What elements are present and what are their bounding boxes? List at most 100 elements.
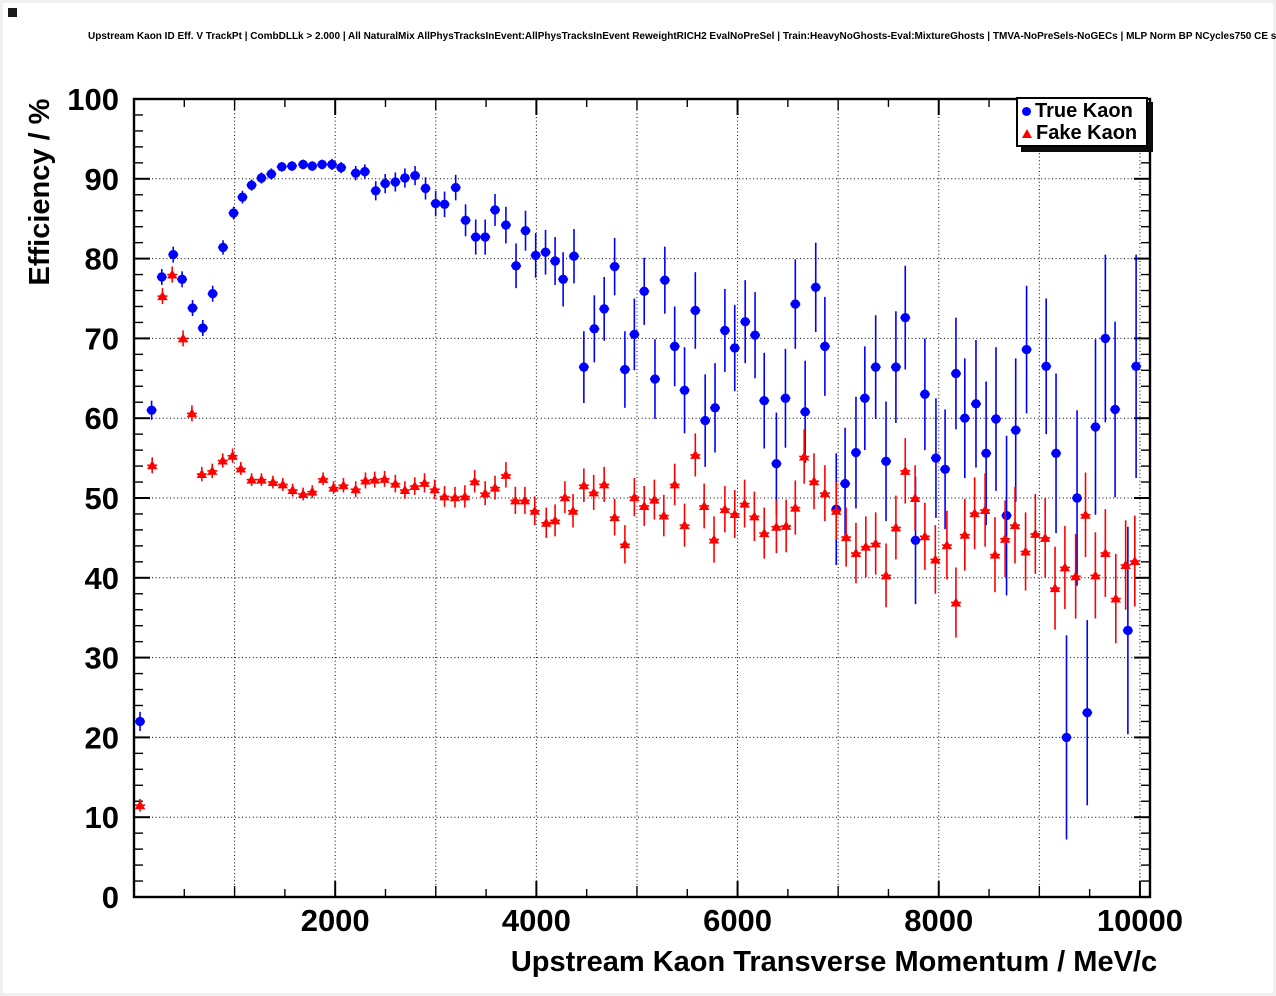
data-point-true-kaon <box>400 173 410 183</box>
grid-lines <box>134 99 1150 897</box>
data-point-true-kaon <box>157 272 167 282</box>
data-point-true-kaon <box>390 177 401 187</box>
data-point-true-kaon <box>1061 732 1072 743</box>
data-point-fake-kaon <box>819 488 831 498</box>
plot-frame <box>132 97 1152 899</box>
data-point-fake-kaon <box>409 481 420 491</box>
y-tick-label: 80 <box>85 242 119 277</box>
y-tick-label: 60 <box>85 401 119 436</box>
y-tick-label: 40 <box>85 561 119 596</box>
data-point-true-kaon <box>650 374 660 384</box>
data-point-fake-kaon <box>831 505 842 515</box>
y-tick-label: 50 <box>85 481 119 516</box>
data-point-true-kaon <box>629 329 640 340</box>
legend-label-true-kaon: True Kaon <box>1035 100 1133 122</box>
data-point-true-kaon <box>579 362 589 372</box>
data-point-fake-kaon <box>979 504 991 514</box>
data-point-fake-kaon <box>1090 570 1101 580</box>
data-point-true-kaon <box>207 289 218 299</box>
data-point-fake-kaon <box>157 291 168 301</box>
data-point-true-kaon <box>1123 625 1133 636</box>
data-point-true-kaon <box>740 316 750 327</box>
data-point-fake-kaon <box>541 517 552 527</box>
data-point-fake-kaon <box>246 474 257 484</box>
data-point-true-kaon <box>410 170 420 181</box>
data-point-fake-kaon <box>969 508 980 518</box>
data-point-true-kaon <box>870 362 881 372</box>
data-point-true-kaon <box>1001 510 1012 521</box>
data-point-true-kaon <box>599 304 609 314</box>
y-tick-label: 20 <box>85 720 119 755</box>
data-point-true-kaon <box>450 182 461 193</box>
data-point-true-kaon <box>840 478 850 489</box>
data-point-true-kaon <box>609 261 620 272</box>
axis-tick-labels: 2000 4000 6000 8000 10000 0 10 20 30 40 50 60 70 80 90… <box>67 82 1183 938</box>
data-point-fake-kaon <box>177 333 189 343</box>
y-tick-label: 70 <box>85 321 119 356</box>
data-point-true-kaon <box>135 716 145 727</box>
data-point-fake-kaon <box>708 534 720 544</box>
series-true-kaon <box>135 158 1142 840</box>
y-tick-label: 30 <box>85 641 119 676</box>
data-point-fake-kaon <box>186 408 198 418</box>
data-point-fake-kaon <box>390 478 401 488</box>
data-point-fake-kaon <box>217 455 228 465</box>
data-point-true-kaon <box>266 169 277 179</box>
data-point-true-kaon <box>660 275 670 285</box>
data-point-fake-kaon <box>519 495 531 505</box>
data-point-fake-kaon <box>559 492 571 502</box>
data-point-true-kaon <box>558 274 568 285</box>
data-point-true-kaon <box>520 225 531 236</box>
data-point-fake-kaon <box>798 451 810 461</box>
data-point-fake-kaon <box>459 491 471 501</box>
data-point-fake-kaon <box>1039 532 1051 542</box>
data-point-true-kaon <box>790 299 801 309</box>
data-point-fake-kaon <box>771 521 782 531</box>
data-point-fake-kaon <box>147 460 158 470</box>
data-point-fake-kaon <box>1120 560 1131 570</box>
data-point-fake-kaon <box>510 495 521 505</box>
data-point-true-kaon <box>1090 422 1101 432</box>
data-point-fake-kaon <box>860 541 872 551</box>
data-point-fake-kaon <box>1030 528 1041 538</box>
data-point-true-kaon <box>690 305 701 316</box>
data-point-fake-kaon <box>1129 556 1141 566</box>
data-point-fake-kaon <box>959 529 971 539</box>
data-point-true-kaon <box>256 173 267 183</box>
data-point-fake-kaon <box>419 477 430 487</box>
data-point-fake-kaon <box>350 484 361 494</box>
data-point-fake-kaon <box>379 473 390 483</box>
data-point-fake-kaon <box>619 539 631 549</box>
data-point-fake-kaon <box>790 502 801 512</box>
data-point-true-kaon <box>951 368 961 379</box>
data-point-true-kaon <box>490 205 500 215</box>
data-point-true-kaon <box>820 341 830 352</box>
data-point-fake-kaon <box>870 538 881 548</box>
data-point-fake-kaon <box>1009 520 1021 530</box>
data-point-fake-kaon <box>588 487 599 497</box>
data-point-true-kaon <box>940 464 950 474</box>
data-point-fake-kaon <box>449 492 461 502</box>
data-point-fake-kaon <box>658 510 670 520</box>
x-tick-label: 4000 <box>502 903 571 938</box>
data-point-true-kaon <box>511 261 521 271</box>
data-point-true-kaon <box>569 251 579 261</box>
data-point-fake-kaon <box>439 491 450 501</box>
data-point-true-kaon <box>780 393 791 403</box>
data-point-true-kaon <box>759 395 769 406</box>
data-point-fake-kaon <box>649 494 660 504</box>
data-point-true-kaon <box>891 362 901 372</box>
data-point-fake-kaon <box>369 474 380 484</box>
data-point-fake-kaon <box>338 480 349 490</box>
data-point-fake-kaon <box>729 508 740 518</box>
data-point-fake-kaon <box>999 533 1011 543</box>
data-point-fake-kaon <box>919 531 931 541</box>
data-point-fake-kaon <box>850 548 862 558</box>
data-point-true-kaon <box>1110 404 1120 415</box>
data-point-true-kaon <box>277 162 287 172</box>
data-point-true-kaon <box>327 159 337 170</box>
data-point-true-kaon <box>198 323 208 333</box>
data-point-fake-kaon <box>1049 583 1061 593</box>
